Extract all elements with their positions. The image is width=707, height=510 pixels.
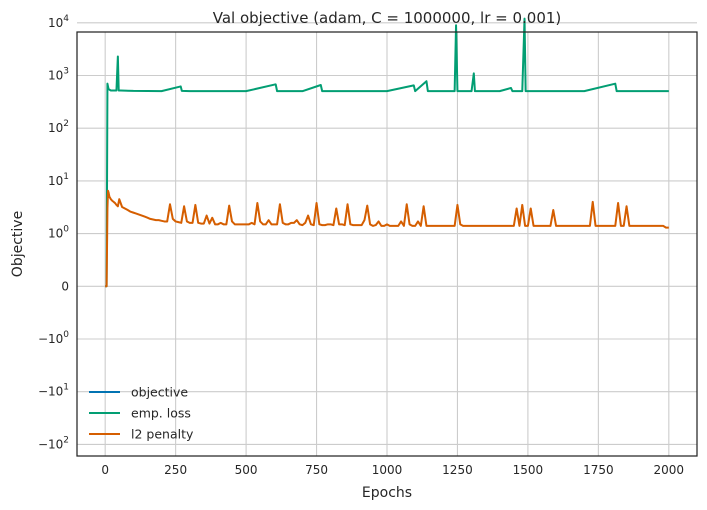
- x-tick-label: 1500: [513, 463, 544, 477]
- y-tick-label: −102: [38, 435, 69, 451]
- y-tick-label: 104: [48, 14, 69, 30]
- legend-label: l2 penalty: [131, 427, 194, 442]
- series-line-l2-penalty: [105, 189, 669, 288]
- chart-title: Val objective (adam, C = 1000000, lr = 0…: [213, 9, 562, 27]
- y-tick-label: 100: [48, 225, 69, 241]
- y-tick-labels: 104 103 102 101 100 0 −100 −101 −102: [38, 14, 69, 452]
- y-tick-label: 102: [48, 119, 69, 135]
- x-tick-label: 250: [164, 463, 187, 477]
- series-line-emp-loss: [105, 17, 669, 288]
- x-tick-label: 2000: [654, 463, 685, 477]
- plot-frame: [76, 31, 698, 457]
- y-axis-title: Objective: [10, 211, 26, 277]
- legend-label: emp. loss: [131, 406, 191, 421]
- x-tick-label: 500: [235, 463, 258, 477]
- x-tick-label: 1000: [372, 463, 403, 477]
- x-tick-label: 0: [101, 463, 109, 477]
- y-tick-label: 0: [61, 279, 69, 293]
- x-tick-label: 1750: [583, 463, 614, 477]
- series-layer: [105, 17, 669, 288]
- x-tick-label: 1250: [442, 463, 473, 477]
- x-axis-title: Epochs: [362, 485, 412, 501]
- legend: objective emp. loss l2 penalty: [89, 385, 194, 442]
- y-tick-label: 101: [48, 172, 69, 188]
- x-tick-label: 750: [305, 463, 328, 477]
- grid-layer: [77, 22, 697, 456]
- legend-label: objective: [131, 385, 188, 400]
- y-tick-label: 103: [48, 67, 69, 83]
- x-tick-labels: 0 250 500 750 1000 1250 1500 1750 2000: [101, 463, 684, 477]
- y-tick-label: −100: [38, 330, 69, 346]
- y-tick-label: −101: [38, 383, 69, 399]
